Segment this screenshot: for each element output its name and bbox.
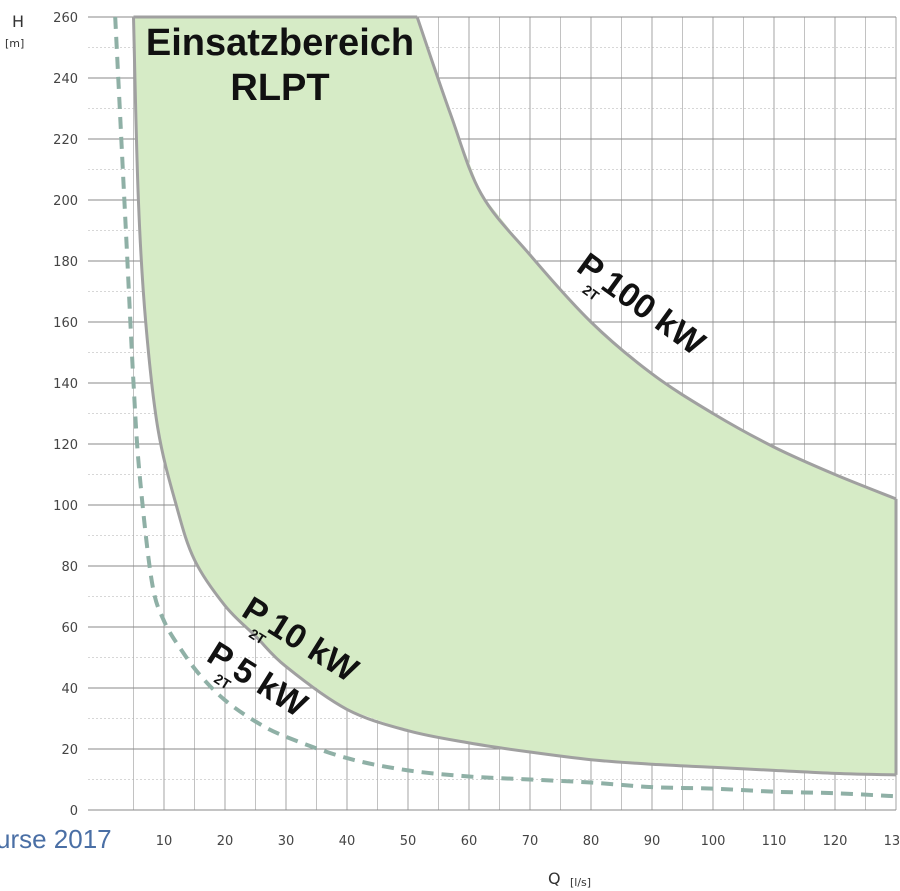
x-tick-label: 50 bbox=[400, 834, 417, 849]
y-axis-unit: [m] bbox=[5, 37, 24, 50]
y-tick-label: 200 bbox=[53, 194, 78, 209]
label-5kw-sub: 2T bbox=[211, 670, 234, 692]
x-axis-label: Q bbox=[548, 869, 561, 888]
y-tick-label: 160 bbox=[53, 316, 78, 331]
x-tick-label: 130 bbox=[884, 834, 900, 849]
y-tick-label: 80 bbox=[61, 560, 78, 575]
y-tick-label: 60 bbox=[61, 621, 78, 636]
chart-title-line1: Einsatzbereich bbox=[146, 22, 414, 64]
curve-p2t-100kw bbox=[415, 16, 897, 501]
y-tick-label: 260 bbox=[53, 11, 78, 26]
x-tick-label: 60 bbox=[461, 834, 478, 849]
operating-region-area bbox=[133, 17, 896, 775]
x-tick-label: 120 bbox=[823, 834, 848, 849]
y-tick-label: 40 bbox=[61, 682, 78, 697]
y-tick-label: 180 bbox=[53, 255, 78, 270]
x-tick-label: 70 bbox=[522, 834, 539, 849]
x-tick-label: 30 bbox=[278, 834, 295, 849]
y-tick-label: 140 bbox=[53, 377, 78, 392]
chart-title-line2: RLPT bbox=[230, 67, 329, 109]
x-tick-label: 80 bbox=[583, 834, 600, 849]
label-10kw-sub: 2T bbox=[246, 625, 269, 647]
x-tick-label: 110 bbox=[762, 834, 787, 849]
x-tick-labels: 10 20 30 40 50 60 70 80 90 100 110 120 130 bbox=[156, 834, 900, 849]
x-axis-unit: [l/s] bbox=[570, 876, 591, 889]
x-tick-label: 20 bbox=[217, 834, 234, 849]
y-tick-label: 20 bbox=[61, 743, 78, 758]
y-axis-label: H bbox=[12, 12, 24, 31]
curve-p2t-10kw bbox=[132, 16, 897, 777]
x-tick-label: 100 bbox=[701, 834, 726, 849]
y-tick-label: 240 bbox=[53, 72, 78, 87]
y-tick-labels: 0 20 40 60 80 100 120 140 160 180 200 220 240 260 bbox=[53, 11, 78, 819]
y-tick-label: 220 bbox=[53, 133, 78, 148]
curves bbox=[113, 15, 898, 799]
y-tick-label: 0 bbox=[70, 804, 78, 819]
x-tick-label: 90 bbox=[644, 834, 661, 849]
y-tick-label: 120 bbox=[53, 438, 78, 453]
x-tick-label: 40 bbox=[339, 834, 356, 849]
x-tick-label: 10 bbox=[156, 834, 173, 849]
y-tick-label: 100 bbox=[53, 499, 78, 514]
watermark-text: urse 2017 bbox=[0, 824, 112, 854]
